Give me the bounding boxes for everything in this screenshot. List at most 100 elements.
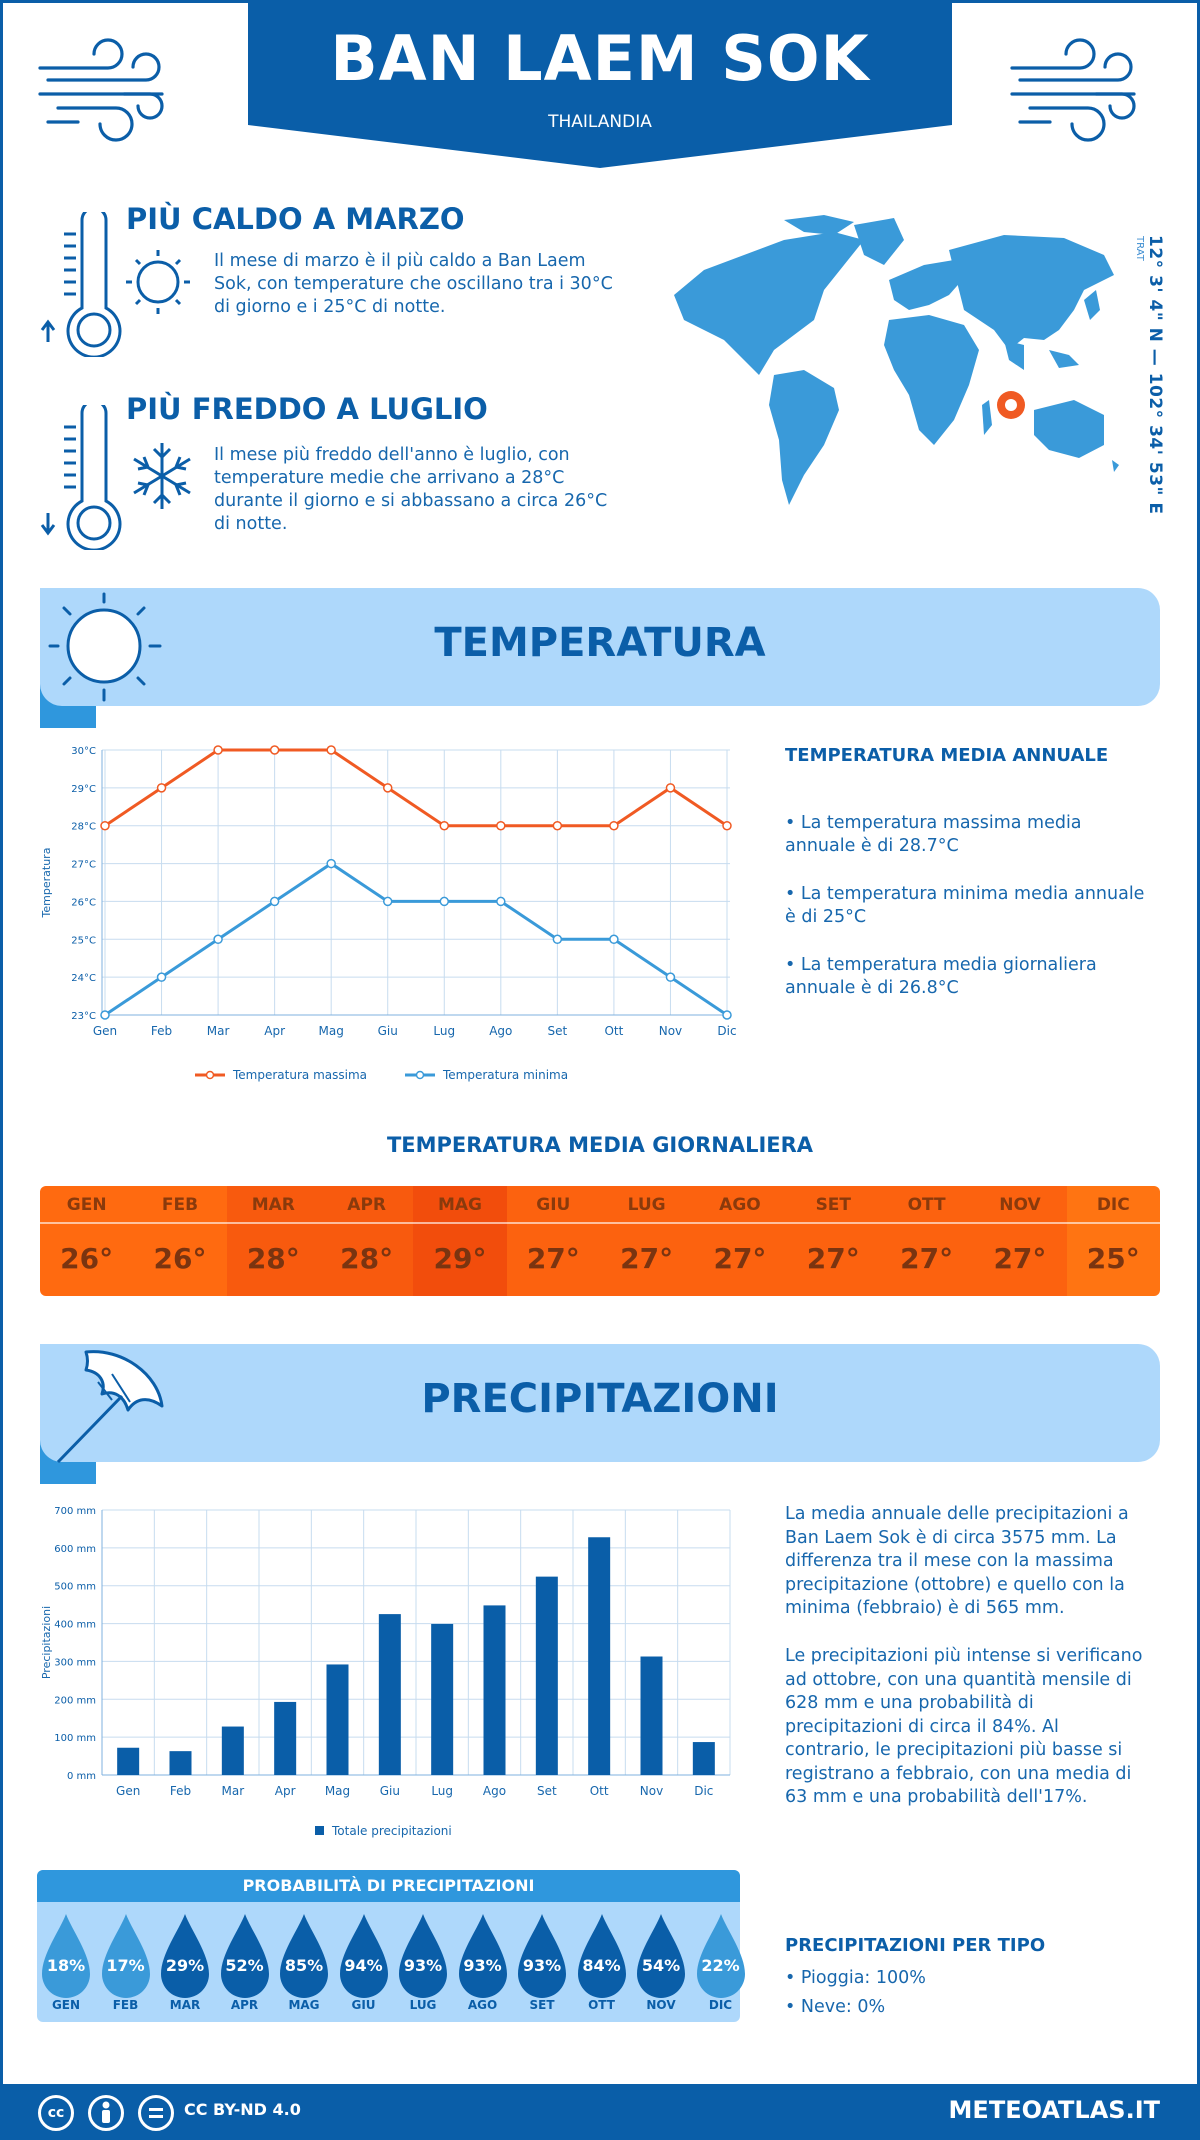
- daily-temp-cell: GEN 26°: [40, 1186, 134, 1296]
- bar: [221, 1726, 244, 1775]
- probability-month: NOV: [646, 1998, 676, 2012]
- drop-shape: [220, 1914, 269, 1998]
- daily-temp-value: 26°: [60, 1242, 114, 1275]
- daily-temp-cell: APR 28°: [319, 1186, 414, 1296]
- daily-temp-month: MAR: [226, 1186, 320, 1224]
- y-tick-label: 29°C: [71, 784, 96, 795]
- x-tick-label: Nov: [659, 1024, 682, 1038]
- world-map: [674, 215, 1119, 505]
- daily-temp-cell: SET 27°: [786, 1186, 880, 1296]
- thermometer-cold-icon: [40, 405, 191, 550]
- temperature-banner: [40, 588, 1160, 706]
- probability-month: LUG: [409, 1998, 437, 2012]
- wind-icon: [38, 38, 164, 142]
- daily-temp-month: DIC: [1066, 1186, 1160, 1224]
- daily-temp-value: 27°: [900, 1242, 954, 1275]
- annual-temp-heading: TEMPERATURA MEDIA ANNUALE: [785, 745, 1109, 766]
- rain-drop-icon: [101, 1914, 150, 1998]
- country-label: THAILANDIA: [548, 112, 652, 132]
- daily-temp-cell: FEB 26°: [133, 1186, 227, 1296]
- data-point: [326, 858, 336, 869]
- daily-temp-month: GIU: [506, 1186, 600, 1224]
- precip-detail: Le precipitazioni più intense si verific…: [785, 1646, 1143, 1807]
- x-tick-label: Gen: [116, 1784, 140, 1798]
- y-tick-label: 25°C: [71, 935, 96, 946]
- y-tick-label: 600 mm: [54, 1544, 96, 1555]
- x-tick-label: Mar: [207, 1024, 230, 1038]
- probability-value: 84%: [582, 1956, 621, 1975]
- drop-shape: [577, 1914, 626, 1998]
- thermometer-hot-icon: [40, 212, 190, 357]
- rain-drop-icon: [637, 1914, 685, 1998]
- data-point: [552, 934, 563, 945]
- legend-marker: [415, 1070, 425, 1080]
- y-tick-label: 0 mm: [67, 1771, 96, 1782]
- x-tick-label: Mar: [222, 1784, 245, 1798]
- bar: [640, 1656, 663, 1775]
- daily-temp-month: SET: [786, 1186, 880, 1224]
- x-tick-label: Feb: [170, 1784, 191, 1798]
- daily-temp-cell: OTT 27°: [879, 1186, 974, 1296]
- region-label: TRAT: [1134, 236, 1145, 261]
- legend-swatch: [315, 1826, 324, 1835]
- probability-month: MAG: [288, 1998, 320, 2012]
- data-point: [100, 820, 110, 831]
- daily-temp-value: 27°: [806, 1242, 860, 1275]
- drop-shape: [399, 1914, 447, 1998]
- daily-temp-value: 27°: [993, 1242, 1047, 1275]
- x-tick-label: Gen: [93, 1024, 117, 1038]
- y-tick-label: 200 mm: [54, 1695, 96, 1706]
- rain-drop-icon: [42, 1914, 90, 1998]
- series-line: [104, 748, 728, 828]
- daily-temp-value: 25°: [1086, 1242, 1140, 1275]
- probability-title: PROBABILITÀ DI PRECIPITAZIONI: [37, 1870, 740, 1902]
- daily-temp-cell: NOV 27°: [973, 1186, 1067, 1296]
- y-tick-label: 700 mm: [54, 1506, 96, 1517]
- daily-temp-title: TEMPERATURA MEDIA GIORNALIERA: [386, 1133, 814, 1157]
- data-point: [269, 896, 280, 907]
- wind-icon: [1010, 38, 1136, 142]
- daily-temp-cell: AGO 27°: [693, 1186, 787, 1296]
- data-point: [326, 745, 336, 755]
- y-tick-label: 300 mm: [54, 1657, 96, 1668]
- rain-drop-icon: [161, 1914, 209, 1998]
- bar: [378, 1614, 401, 1775]
- bar: [117, 1747, 140, 1775]
- daily-temp-table: GEN 26° FEB 26° MAR 28° APR 28° MAG 29° GIU 27° LUG 2…: [40, 1186, 1160, 1296]
- data-point: [439, 896, 450, 907]
- x-tick-label: Set: [537, 1784, 557, 1798]
- probability-value: 93%: [522, 1956, 562, 1975]
- x-tick-label: Giu: [380, 1784, 400, 1798]
- data-point: [100, 1010, 110, 1020]
- license-label: CC BY-ND 4.0: [184, 2100, 301, 2119]
- temperature-chart: 23°C 24°C 25°C 26°C 27°C 28°C 29°C 30°C Gen Feb Ma…: [40, 745, 737, 1082]
- probability-value: 85%: [284, 1956, 324, 1975]
- drop-shape: [458, 1914, 507, 1998]
- daily-temp-value: 27°: [620, 1242, 674, 1275]
- y-tick-label: 400 mm: [54, 1620, 96, 1631]
- city-title: BAN LAEM SOK: [330, 22, 870, 95]
- probability-month: APR: [230, 1998, 259, 2012]
- probability-month: SET: [529, 1998, 555, 2012]
- data-point: [156, 783, 167, 793]
- person-icon: [88, 2095, 124, 2131]
- daily-temp-month: MAG: [413, 1186, 507, 1224]
- snow-percentage: • Neve: 0%: [785, 1997, 886, 2017]
- bar: [692, 1742, 715, 1775]
- legend-label: Temperatura massima: [232, 1068, 367, 1082]
- rain-drop-icon: [577, 1914, 626, 1998]
- site-link[interactable]: METEOATLAS.IT: [948, 2096, 1160, 2124]
- bar: [169, 1751, 192, 1775]
- rain-drop-icon: [220, 1914, 269, 1998]
- drop-shape: [42, 1914, 90, 1998]
- data-point: [552, 820, 563, 831]
- x-tick-label: Ago: [483, 1784, 506, 1798]
- umbrella-rain-icon: [56, 1350, 164, 1464]
- data-point: [382, 896, 393, 907]
- data-point: [609, 820, 619, 831]
- data-point: [665, 972, 676, 982]
- cc-icon: cc: [38, 2095, 74, 2131]
- drop-shape: [696, 1914, 745, 1998]
- probability-month: FEB: [112, 1998, 139, 2012]
- daily-temp-month: LUG: [599, 1186, 694, 1224]
